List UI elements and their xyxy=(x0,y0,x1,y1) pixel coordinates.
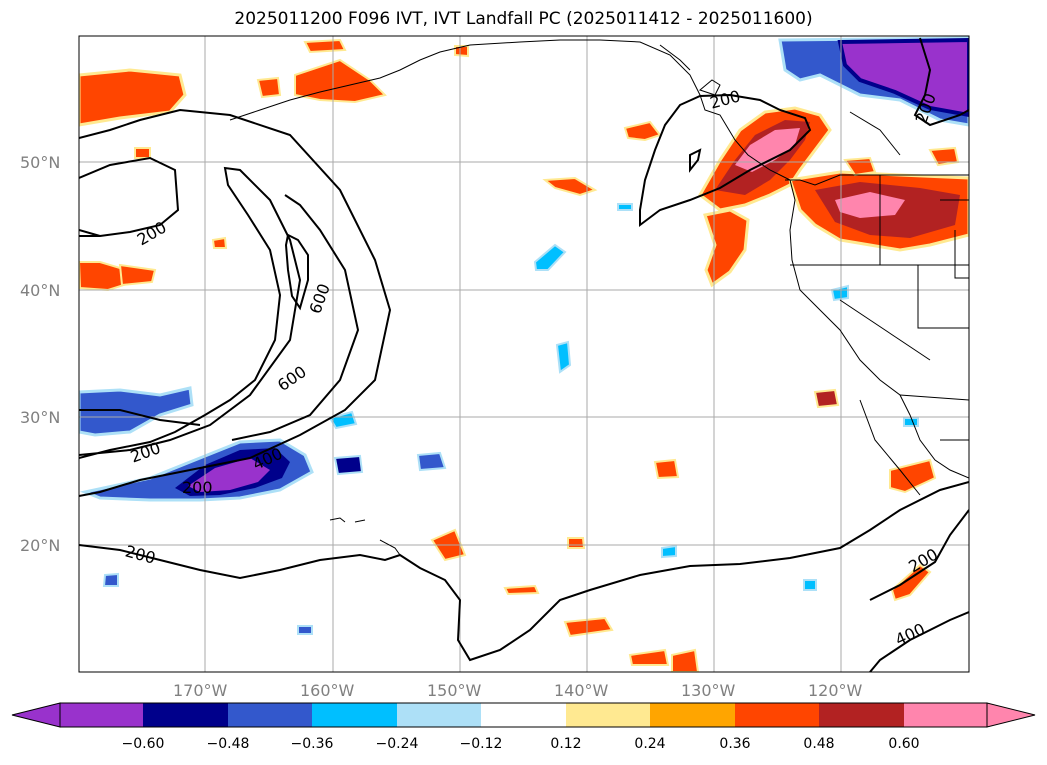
ivt-contours xyxy=(79,37,969,672)
colorbar-segment xyxy=(228,703,312,727)
lon-label: 150°W xyxy=(427,681,482,700)
lat-label: 40°N xyxy=(20,281,61,300)
negative-region-central xyxy=(79,386,194,437)
contour-labels: 200 600 600 200 400 200 200 200 200 400 … xyxy=(123,86,941,649)
colorbar-tick: 0.36 xyxy=(719,736,751,752)
lon-label: 160°W xyxy=(300,681,355,700)
positive-region-interior-peak xyxy=(835,192,905,218)
colorbar-min-extend xyxy=(11,702,61,728)
colorbar-tick: −0.36 xyxy=(290,736,334,752)
map-frame xyxy=(78,35,970,673)
colorbar-segment xyxy=(735,703,819,727)
lon-label: 130°W xyxy=(681,681,736,700)
contour-label: 600 xyxy=(274,362,310,395)
colorbar-segment xyxy=(397,703,481,727)
colorbar-segment xyxy=(819,703,904,727)
colorbar xyxy=(11,702,1036,728)
lat-label: 20°N xyxy=(20,536,61,555)
colorbar-segment xyxy=(481,703,566,727)
colorbar-tick: −0.24 xyxy=(375,736,419,752)
contour-label: 200 xyxy=(128,438,163,466)
colorbar-segment xyxy=(650,703,735,727)
contour-label: 200 xyxy=(182,478,213,497)
lon-label: 170°W xyxy=(173,681,228,700)
colorbar-tick: −0.12 xyxy=(459,736,503,752)
lon-label: 120°W xyxy=(808,681,863,700)
colorbar-max-extend xyxy=(986,702,1036,728)
contour-label: 200 xyxy=(708,86,742,112)
lat-label: 30°N xyxy=(20,408,61,427)
colorbar-tick: −0.60 xyxy=(121,736,165,752)
lat-label: 50°N xyxy=(20,153,61,172)
colorbar-tick: 0.60 xyxy=(888,736,920,752)
colorbar-tick: 0.12 xyxy=(550,736,582,752)
filled-regions xyxy=(79,36,969,672)
lon-label: 140°W xyxy=(554,681,609,700)
negative-region-ne-core xyxy=(837,37,969,118)
colorbar-segment xyxy=(566,703,650,727)
map-title: 2025011200 F096 IVT, IVT Landfall PC (20… xyxy=(234,9,813,29)
map-area: 200 600 600 200 400 200 200 200 200 400 … xyxy=(79,36,969,672)
contour-label: 600 xyxy=(306,281,334,316)
colorbar-segment xyxy=(904,703,987,727)
colorbar-segment xyxy=(60,703,143,727)
colorbar-segment xyxy=(143,703,228,727)
colorbar-tick: 0.48 xyxy=(803,736,835,752)
contour-label: 400 xyxy=(892,619,928,649)
colorbar-tick: 0.24 xyxy=(634,736,666,752)
positive-region-pnw-peak xyxy=(735,128,800,172)
colorbar-segment xyxy=(312,703,397,727)
negative-region-sw-peak xyxy=(188,458,270,492)
gridlines xyxy=(79,36,969,672)
coastlines xyxy=(229,39,969,556)
colorbar-tick: −0.48 xyxy=(206,736,250,752)
